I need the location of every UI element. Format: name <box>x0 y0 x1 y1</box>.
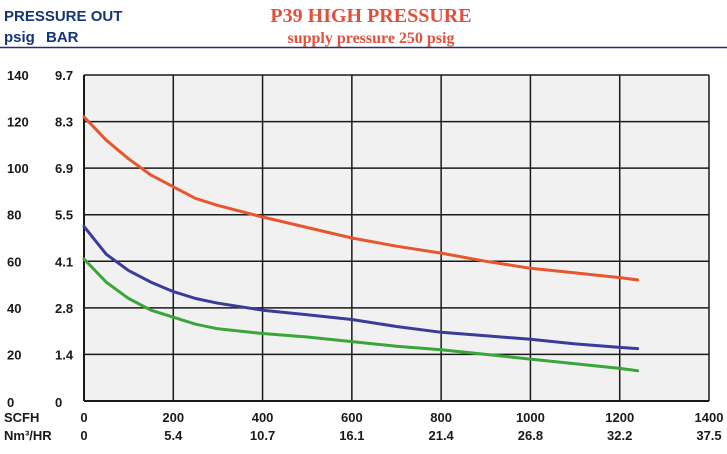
series-lines <box>82 115 640 373</box>
plot-area <box>84 75 709 401</box>
x-tick-scfh: 1000 <box>516 410 545 425</box>
x-unit-scfh: SCFH <box>4 410 39 425</box>
x-tick-nm3hr: 21.4 <box>428 428 454 443</box>
y-tick-bar: 0 <box>55 395 62 410</box>
y-tick-psig: 80 <box>7 208 21 223</box>
x-tick-scfh: 1400 <box>695 410 724 425</box>
y-tick-psig: 120 <box>7 115 29 130</box>
x-tick-nm3hr: 37.5 <box>696 428 721 443</box>
y-tick-psig: 20 <box>7 347 21 362</box>
header-pressure-out: PRESSURE OUT <box>4 8 122 25</box>
chart-subtitle: supply pressure 250 psig <box>287 30 454 47</box>
header-bar: BAR <box>46 29 79 46</box>
series-line-3 <box>82 257 640 373</box>
x-tick-nm3hr: 10.7 <box>250 428 275 443</box>
x-tick-nm3hr: 32.2 <box>607 428 632 443</box>
grid-lines <box>83 74 710 402</box>
x-axis-ticks: 0 0 200 5.4 400 10.7 600 16.1 800 21.4 1000 26.8 120… <box>80 410 723 443</box>
y-tick-psig: 0 <box>7 395 14 410</box>
x-tick-scfh: 200 <box>162 410 184 425</box>
y-tick-bar: 4.1 <box>55 254 73 269</box>
chart-title: P39 HIGH PRESSURE <box>270 5 471 27</box>
y-tick-psig: 60 <box>7 254 21 269</box>
x-tick-nm3hr: 26.8 <box>518 428 543 443</box>
x-unit-nm3hr: Nm³/HR <box>4 428 52 443</box>
y-tick-bar: 6.9 <box>55 161 73 176</box>
y-tick-bar: 8.3 <box>55 115 73 130</box>
y-tick-bar: 5.5 <box>55 208 73 223</box>
y-tick-bar: 2.8 <box>55 301 73 316</box>
y-tick-psig: 140 <box>7 68 29 83</box>
y-tick-bar: 1.4 <box>55 347 74 362</box>
y-tick-psig: 40 <box>7 301 21 316</box>
y-tick-psig: 100 <box>7 161 29 176</box>
x-tick-scfh: 0 <box>80 410 87 425</box>
y-axis-ticks: 140 9.7 120 8.3 100 6.9 80 5.5 60 4.1 40 2.8 20 1.4 0 0 <box>7 68 74 410</box>
series-line-2 <box>82 224 640 351</box>
x-tick-nm3hr: 0 <box>80 428 87 443</box>
series-line-1 <box>82 115 640 282</box>
x-tick-scfh: 600 <box>341 410 363 425</box>
x-tick-nm3hr: 5.4 <box>164 428 183 443</box>
x-tick-scfh: 400 <box>252 410 274 425</box>
x-tick-scfh: 800 <box>430 410 452 425</box>
y-tick-bar: 9.7 <box>55 68 73 83</box>
header-psig: psig <box>4 29 35 46</box>
x-tick-scfh: 1200 <box>605 410 634 425</box>
x-tick-nm3hr: 16.1 <box>339 428 364 443</box>
